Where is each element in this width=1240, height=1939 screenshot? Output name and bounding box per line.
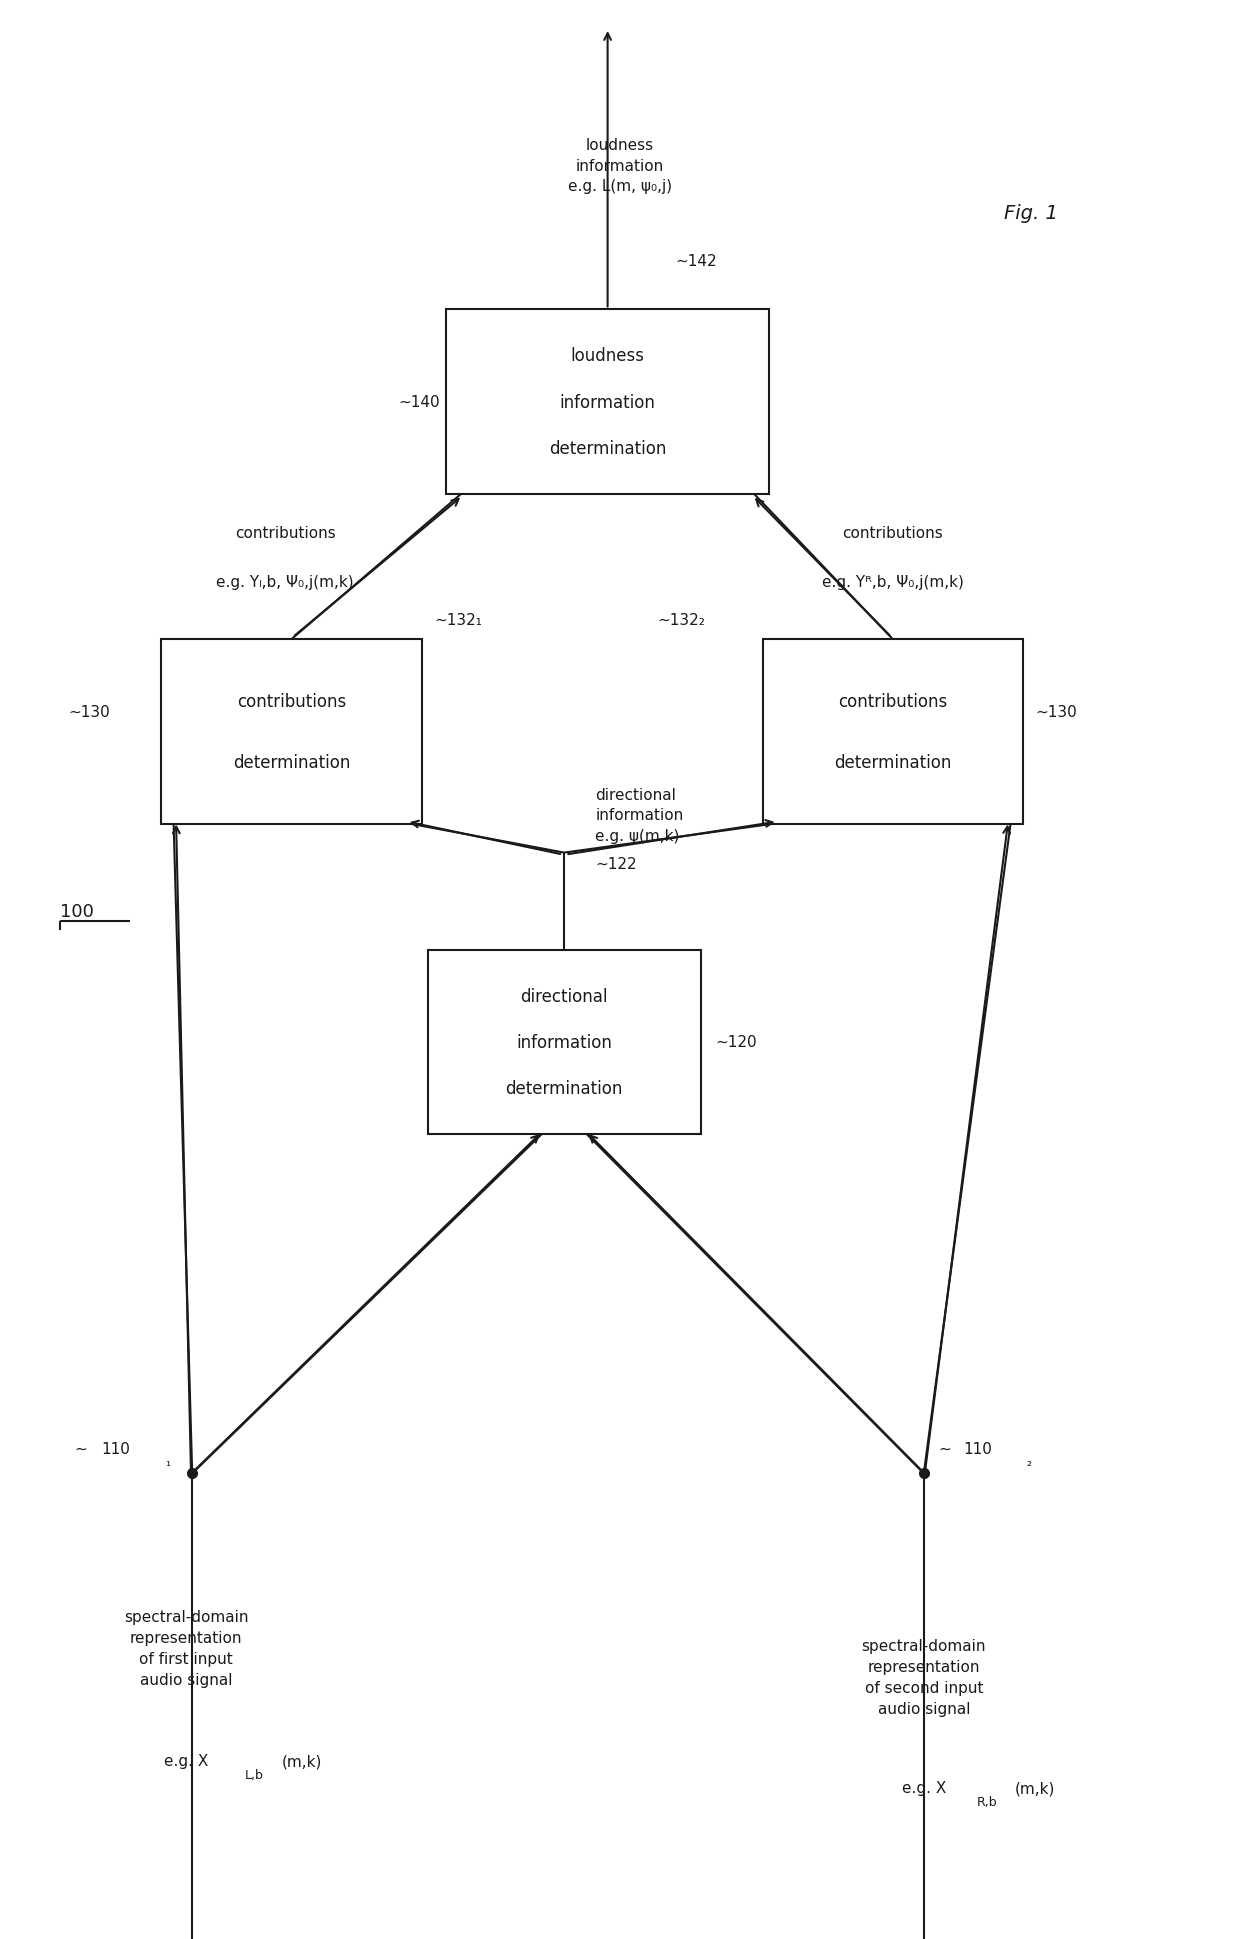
Text: ₂: ₂ (1027, 1456, 1032, 1468)
Text: ∼: ∼ (939, 1441, 951, 1456)
Text: ∼: ∼ (74, 1441, 87, 1456)
Text: ∼122: ∼122 (595, 857, 637, 873)
Bar (446, 310, 769, 494)
Text: ∼132₂: ∼132₂ (657, 613, 706, 628)
Text: spectral-domain
representation
of second input
audio signal: spectral-domain representation of second… (862, 1638, 986, 1716)
Text: Fig. 1: Fig. 1 (1004, 204, 1058, 223)
Text: e.g. X: e.g. X (164, 1753, 208, 1768)
Text: ∼142: ∼142 (676, 254, 718, 270)
Text: R,b: R,b (977, 1796, 998, 1807)
Text: determination: determination (549, 440, 666, 458)
Text: e.g. Yₗ,b, Ψ₀,j(m,k): e.g. Yₗ,b, Ψ₀,j(m,k) (217, 574, 353, 589)
Text: 100: 100 (60, 904, 93, 921)
Text: (m,k): (m,k) (281, 1753, 322, 1768)
Text: 110: 110 (102, 1441, 130, 1456)
Text: L,b: L,b (244, 1768, 263, 1780)
Text: ∼130: ∼130 (1035, 706, 1078, 719)
Text: ∼130: ∼130 (68, 706, 110, 719)
Text: information: information (516, 1033, 613, 1051)
Text: determination: determination (233, 754, 350, 772)
Text: information: information (559, 394, 656, 411)
Bar (763, 640, 1023, 824)
Bar (161, 640, 422, 824)
Text: contributions: contributions (234, 525, 336, 541)
Text: ∼140: ∼140 (398, 396, 440, 409)
Text: e.g. Yᴿ,b, Ψ₀,j(m,k): e.g. Yᴿ,b, Ψ₀,j(m,k) (822, 574, 963, 589)
Text: directional
information
e.g. ψ(m,k): directional information e.g. ψ(m,k) (595, 787, 683, 843)
Text: (m,k): (m,k) (1014, 1780, 1055, 1796)
Text: ∼132₁: ∼132₁ (434, 613, 482, 628)
Text: determination: determination (506, 1080, 622, 1097)
Text: contributions: contributions (237, 692, 346, 710)
Text: contributions: contributions (842, 525, 944, 541)
Text: loudness: loudness (570, 347, 645, 365)
Text: contributions: contributions (838, 692, 947, 710)
Text: ₁: ₁ (165, 1456, 170, 1468)
Text: ∼120: ∼120 (715, 1035, 758, 1049)
Text: 110: 110 (963, 1441, 992, 1456)
Text: determination: determination (835, 754, 951, 772)
Bar (428, 950, 701, 1134)
Text: directional: directional (521, 987, 608, 1004)
Text: spectral-domain
representation
of first input
audio signal: spectral-domain representation of first … (124, 1609, 248, 1687)
Text: loudness
information
e.g. L(m, ψ₀,j): loudness information e.g. L(m, ψ₀,j) (568, 138, 672, 194)
Text: e.g. X: e.g. X (901, 1780, 946, 1796)
